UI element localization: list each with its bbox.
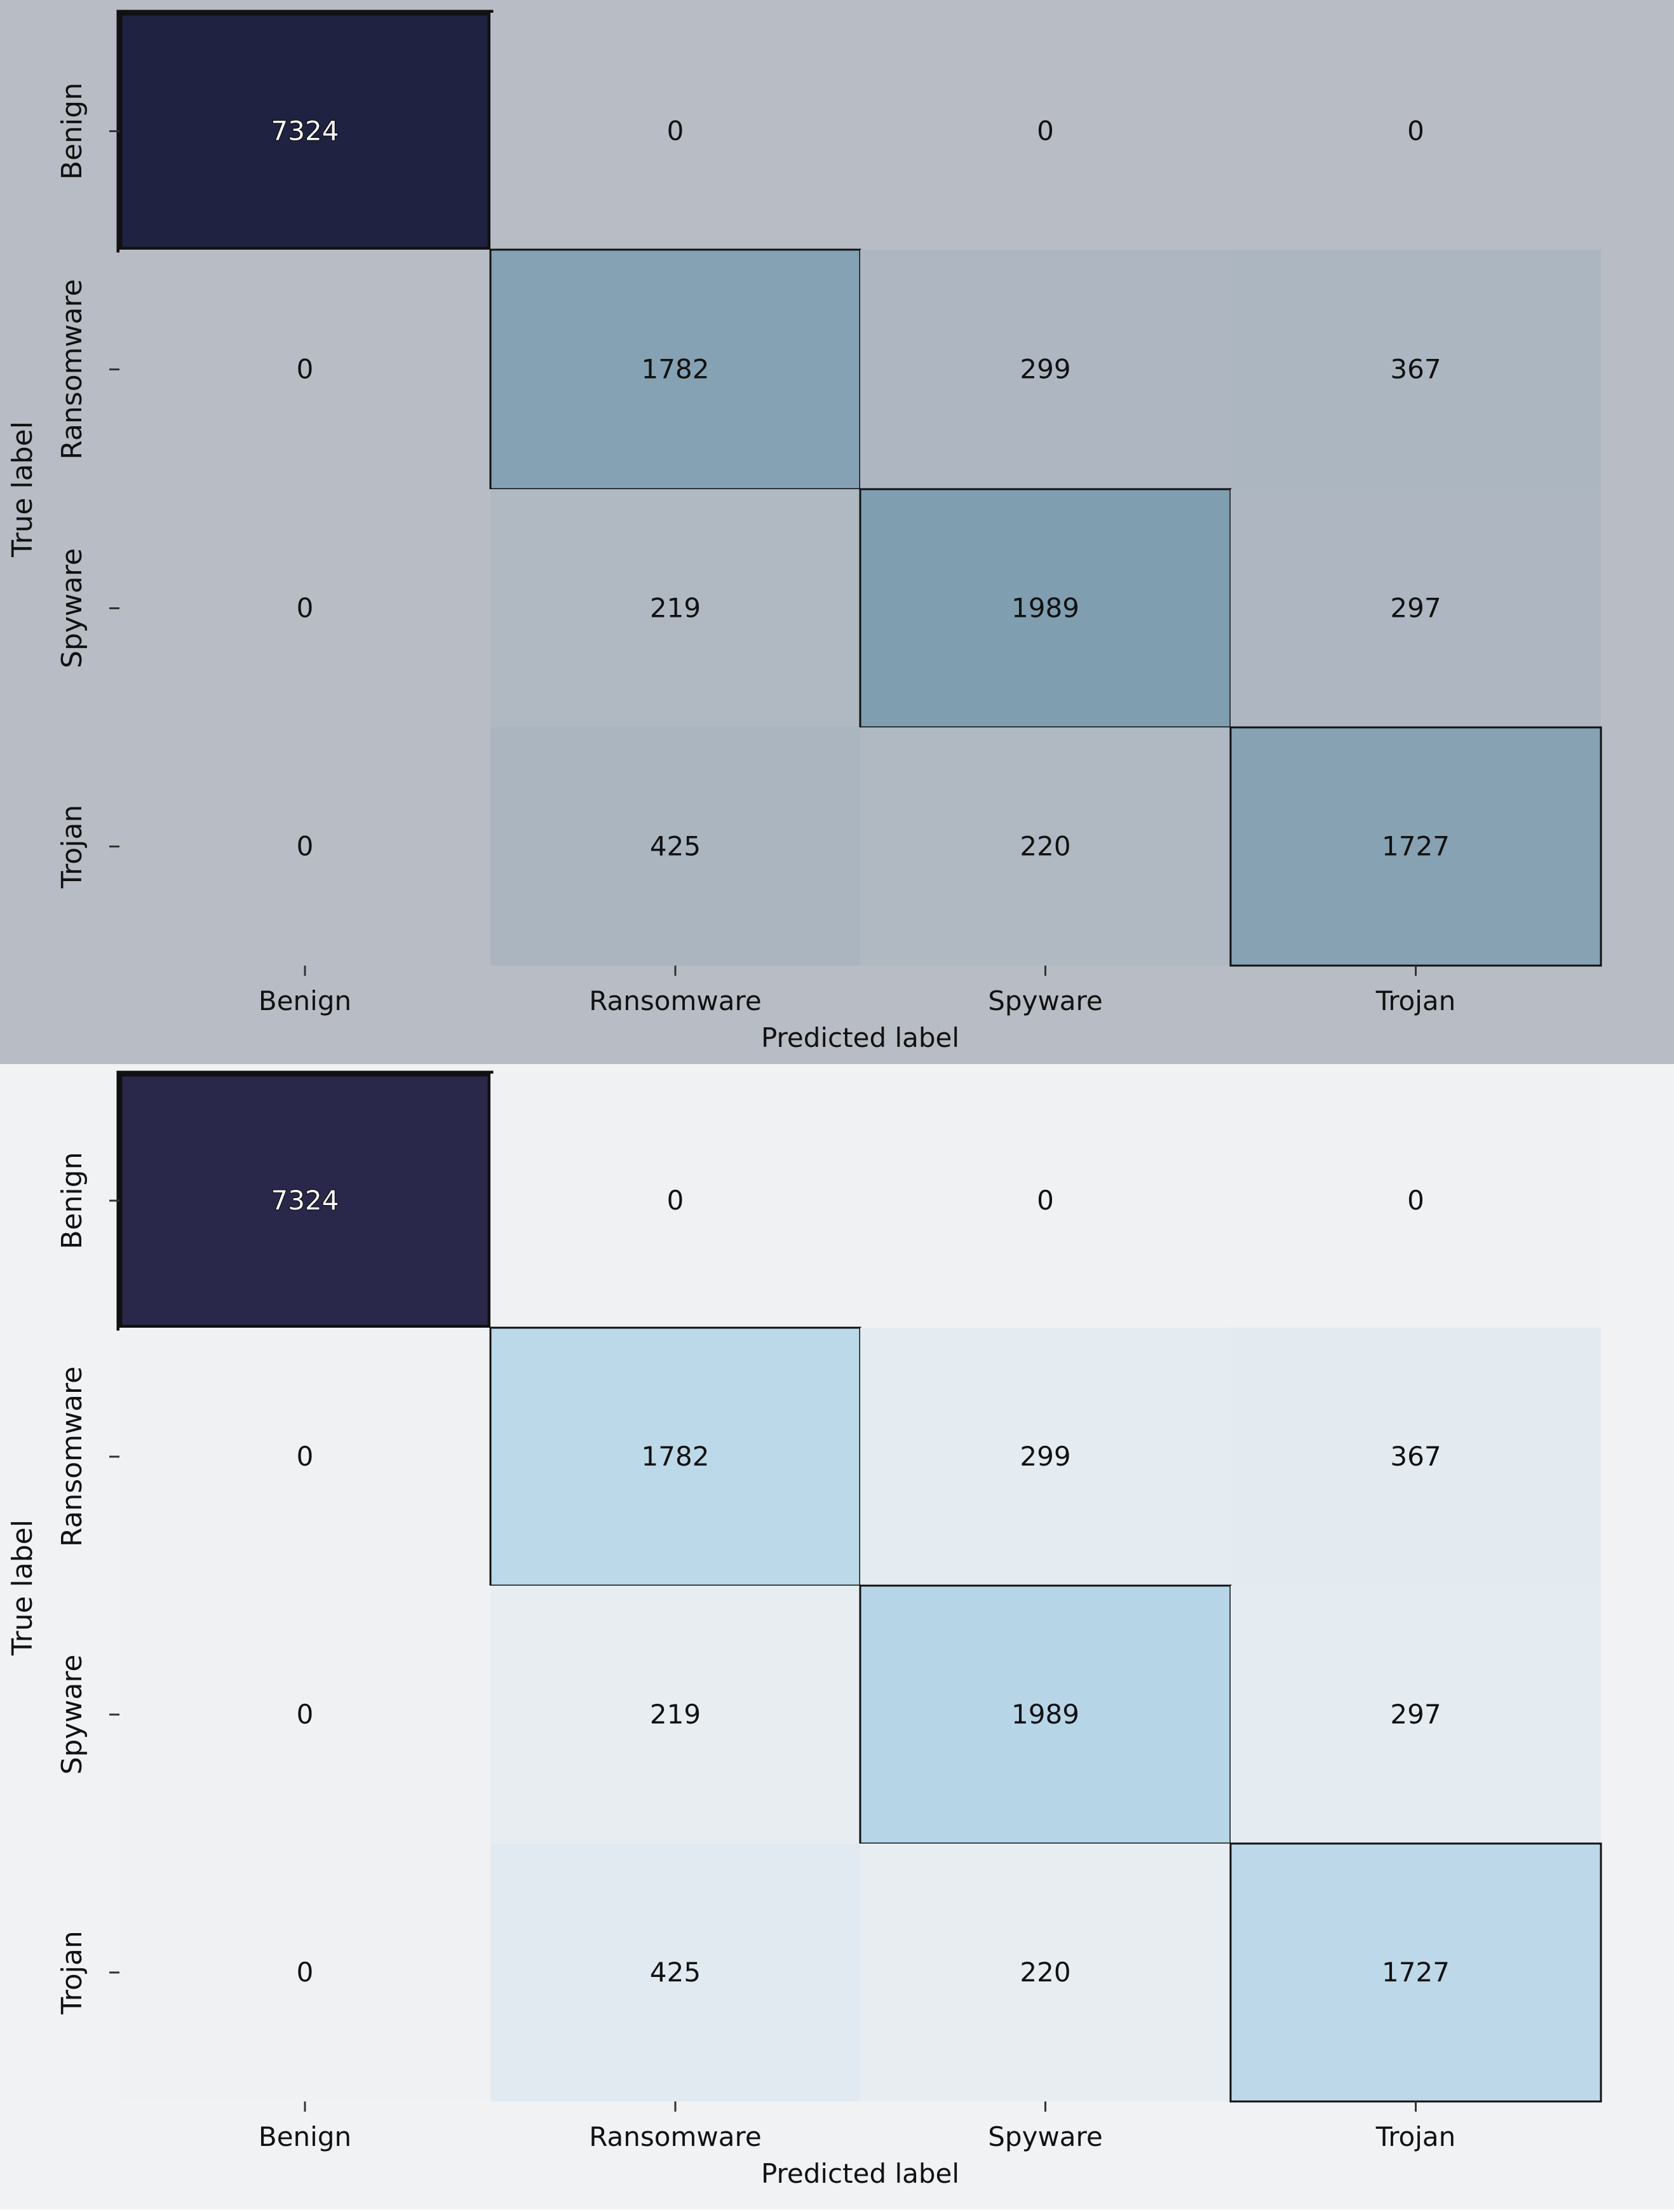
cell-trojan-trojan: [1229, 1842, 1602, 2103]
confusion-matrix-1: 7324 0 0 0 0 1782 299 367 0 219 1989 297 0 425 220 1727…: [0, 0, 1674, 1064]
cell-trojan-ransomware: [490, 727, 860, 966]
cell-value-label: 0: [1037, 116, 1054, 147]
cell-value-label: 297: [1390, 593, 1441, 624]
x-tick-label: Spyware: [988, 2121, 1102, 2152]
cell-spyware-trojan: [1231, 1586, 1601, 1844]
cell-benign-spyware: [860, 1074, 1231, 1328]
cell-trojan-spyware: [860, 727, 1231, 966]
cell-trojan-spyware: [860, 1844, 1231, 2101]
cell-value-label: 0: [297, 593, 314, 624]
y-tick-label: Ransomware: [56, 1366, 88, 1547]
cell-value-label: 1782: [642, 354, 710, 385]
cell-ransomware-ransomware: [489, 1326, 861, 1587]
y-tick-label: Spyware: [56, 548, 88, 668]
cell-value-label: 299: [1020, 354, 1070, 385]
x-tick-label: Benign: [259, 985, 351, 1016]
y-axis-label: True label: [6, 421, 39, 558]
cell-ransomware-spyware: [860, 1328, 1231, 1586]
cell-value-label: 7324: [271, 1185, 339, 1216]
x-axis-label: Predicted label: [761, 2158, 959, 2189]
cell-ransomware-benign: [119, 1328, 490, 1586]
cell-value-label: 425: [650, 1957, 701, 1988]
y-tick-label: Ransomware: [56, 279, 88, 459]
cell-spyware-trojan: [1231, 489, 1601, 727]
cell-spyware-ransomware: [490, 489, 860, 727]
cell-value-label: 0: [297, 354, 314, 385]
x-tick-label: Trojan: [1375, 2121, 1456, 2152]
cell-spyware-benign: [119, 1586, 490, 1844]
cell-value-label: 425: [650, 831, 701, 862]
cell-benign-trojan: [1231, 1074, 1601, 1328]
cell-value-label: 0: [297, 831, 314, 862]
cell-value-label: 0: [667, 116, 684, 147]
cell-value-label: 0: [297, 1441, 314, 1472]
cell-value-label: 0: [297, 1699, 314, 1730]
cell-value-label: 219: [650, 1699, 701, 1730]
cell-value-label: 219: [650, 593, 701, 624]
cell-benign-ransomware: [490, 1074, 860, 1328]
cell-value-label: 299: [1020, 1441, 1070, 1472]
cell-benign-benign: [116, 10, 494, 253]
cell-spyware-spyware: [859, 488, 1232, 729]
y-tick-label: Trojan: [56, 805, 88, 889]
y-tick-label: Benign: [56, 1152, 88, 1249]
cell-value-label: 1989: [1011, 1699, 1079, 1730]
cell-value-label: 0: [297, 1957, 314, 1988]
x-tick-label: Trojan: [1375, 985, 1456, 1016]
cell-ransomware-trojan: [1231, 1328, 1601, 1586]
cell-value-label: 297: [1390, 1699, 1441, 1730]
cell-trojan-benign: [119, 1844, 490, 2101]
cell-ransomware-spyware: [860, 250, 1231, 489]
cell-benign-trojan: [1231, 13, 1601, 250]
y-tick-label: Trojan: [56, 1931, 88, 2015]
cell-value-label: 367: [1390, 1441, 1441, 1472]
cell-ransomware-benign: [119, 250, 490, 489]
cell-value-label: 0: [1037, 1185, 1054, 1216]
cell-value-label: 220: [1020, 831, 1070, 862]
cell-spyware-benign: [119, 489, 490, 727]
x-tick-label: Ransomware: [589, 2121, 761, 2152]
cell-value-label: 7324: [271, 116, 339, 147]
cell-benign-spyware: [860, 13, 1231, 250]
cell-value-label: 367: [1390, 354, 1441, 385]
cell-value-label: 1782: [642, 1441, 710, 1472]
cell-value-label: 1727: [1382, 831, 1450, 862]
cell-benign-benign: [116, 1070, 494, 1331]
x-tick-label: Benign: [259, 2121, 351, 2152]
cell-trojan-trojan: [1229, 726, 1602, 967]
y-tick-label: Benign: [56, 83, 88, 180]
cell-trojan-ransomware: [490, 1844, 860, 2101]
cell-value-label: 1727: [1382, 1957, 1450, 1988]
cell-value-label: 0: [1407, 1185, 1424, 1216]
cell-value-label: 0: [667, 1185, 684, 1216]
x-tick-label: Ransomware: [589, 985, 761, 1016]
cell-value-label: 220: [1020, 1957, 1070, 1988]
cell-value-label: 0: [1407, 116, 1424, 147]
y-axis-label: True label: [6, 1520, 39, 1656]
cell-trojan-benign: [119, 727, 490, 966]
y-tick-label: Spyware: [56, 1654, 88, 1774]
confusion-matrix-2: 7324 0 0 0 0 1782 299 367 0 219 1989 297 0 425 220 1727…: [0, 1064, 1674, 2209]
cell-value-label: 1989: [1011, 593, 1079, 624]
cell-benign-ransomware: [490, 13, 860, 250]
cell-ransomware-trojan: [1231, 250, 1601, 489]
x-tick-label: Spyware: [988, 985, 1102, 1016]
cell-spyware-ransomware: [490, 1586, 860, 1844]
x-axis-label: Predicted label: [761, 1022, 959, 1053]
cell-spyware-spyware: [859, 1584, 1232, 1845]
